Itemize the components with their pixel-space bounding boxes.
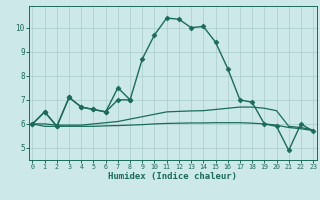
X-axis label: Humidex (Indice chaleur): Humidex (Indice chaleur): [108, 172, 237, 181]
